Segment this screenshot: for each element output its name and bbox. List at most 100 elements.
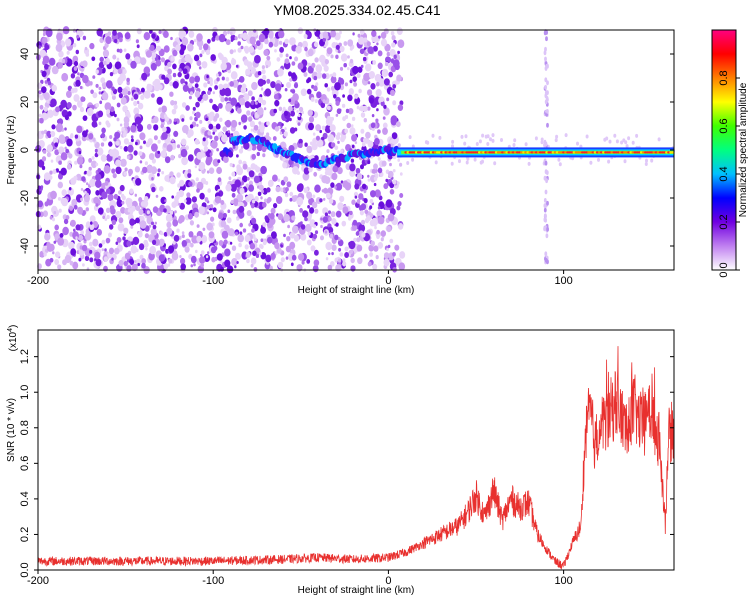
spectrogram-noise-dot [361, 232, 366, 238]
spectrogram-noise-dot [392, 84, 397, 89]
spectrogram-band-dot [589, 151, 593, 154]
spectrogram-noise-dot [274, 99, 280, 107]
spectrogram-noise-dot [212, 131, 215, 135]
spectrogram-noise-dot [149, 29, 153, 34]
spectrogram-noise-dot [199, 240, 203, 245]
spectrogram-noise-dot [246, 177, 250, 181]
spectrogram-noise-dot [342, 94, 345, 98]
snr-y-tick-label: 0.8 [19, 420, 31, 435]
spectrogram-noise-dot [150, 166, 157, 175]
spectrogram-noise-dot [399, 251, 406, 259]
spectrogram-noise-dot [273, 203, 278, 209]
spectrogram-noise-dot [323, 187, 328, 194]
spectrogram-noise-dot [356, 244, 363, 252]
spectrogram-noise-dot [372, 45, 378, 52]
spectrogram-noise-dot [137, 231, 143, 238]
spectrogram-noise-dot [330, 142, 336, 148]
spectrogram-noise-dot [164, 199, 167, 203]
spectrogram-noise-dot [322, 37, 326, 42]
spectrogram-noise-dot [384, 61, 389, 67]
spectrogram-band-dot [417, 151, 420, 154]
spectrogram-noise-dot [329, 233, 334, 239]
spectrogram-noise-dot [377, 62, 383, 70]
spectrogram-stripe-dot [546, 226, 549, 232]
spectrogram-noise-dot [49, 170, 53, 175]
spectrogram-noise-dot [291, 215, 296, 221]
spectrogram-band-dot [536, 151, 540, 154]
spectrogram-noise-dot [371, 217, 378, 227]
spectrogram-noise-dot [122, 105, 128, 113]
spectrogram-noise-dot [393, 54, 397, 59]
spectrogram-noise-dot [283, 176, 289, 183]
spectrogram-noise-dot [291, 72, 297, 79]
spectrogram-noise-dot [342, 261, 347, 267]
spectrogram-band-dot [467, 151, 471, 154]
snr-panel: -200 -100 0 100 0.00.20.40.60.81.01.2 Heigh… [6, 325, 675, 596]
spectrogram-noise-dot [392, 179, 397, 185]
spectrogram-noise-dot [145, 247, 148, 251]
spectrogram-noise-dot [303, 72, 308, 77]
spectrogram-noise-dot [258, 251, 262, 256]
spectrogram-noise-dot [185, 197, 192, 205]
spectrogram-noise-dot [286, 236, 291, 242]
spectrogram-noise-dot [377, 50, 383, 57]
spectrogram-noise-dot [273, 108, 278, 114]
spectrogram-noise-dot [208, 114, 214, 122]
spectrogram-noise-dot [164, 156, 171, 164]
snr-background [38, 330, 674, 570]
spectrogram-noise-dot [289, 97, 296, 105]
spectrogram-noise-dot [124, 167, 128, 172]
spectrogram-band-dot [587, 151, 591, 154]
spectrogram-noise-dot [297, 113, 301, 118]
colorbar: 0.00.20.40.60.8 Normalized spectral ampl… [711, 29, 749, 278]
spectrogram-noise-dot [262, 74, 267, 80]
spectrogram-noise-dot [148, 173, 155, 182]
spectrogram-noise-dot [169, 91, 174, 97]
spectrogram-noise-dot [347, 55, 350, 59]
spectrogram-noise-dot [80, 66, 85, 72]
spectrogram-noise-dot [269, 265, 273, 271]
spectrogram-noise-dot [78, 234, 84, 241]
spectrogram-band-dot [656, 151, 660, 154]
spectrogram-noise-dot [334, 82, 341, 91]
spectrogram-noise-dot [320, 217, 323, 221]
spectrogram-noise-dot [241, 83, 247, 90]
spectrogram-noise-dot [143, 90, 151, 99]
spectrogram-noise-dot [196, 33, 203, 42]
spectrogram-noise-dot [210, 246, 217, 254]
spectrogram-noise-dot [143, 239, 148, 246]
spectrogram-noise-dot [289, 191, 294, 197]
spectrogram-noise-dot [130, 60, 137, 69]
spectrogram-noise-dot [380, 38, 388, 47]
spectrogram-noise-dot [255, 101, 258, 105]
spectrogram-noise-dot [258, 184, 264, 191]
spectrogram-noise-dot [135, 39, 139, 44]
spectrogram-noise-dot [157, 172, 160, 177]
spectrogram-noise-dot [289, 197, 293, 202]
spectrogram-noise-dot [341, 220, 347, 227]
spectrogram-noise-dot [313, 171, 318, 177]
spectrogram-noise-dot [330, 182, 335, 188]
spectrogram-noise-dot [187, 172, 192, 178]
spectrogram-noise-dot [631, 140, 635, 145]
spectrogram-noise-dot [557, 157, 561, 162]
spectrogram-noise-dot [218, 240, 224, 246]
spectrogram-noise-dot [130, 97, 134, 101]
spectrogram-noise-dot [157, 168, 161, 173]
spectrogram-noise-dot [230, 119, 238, 128]
spectrogram-noise-dot [460, 134, 464, 139]
spectrogram-noise-dot [383, 78, 390, 86]
spectrogram-noise-dot [367, 46, 374, 54]
spectrogram-noise-dot [382, 127, 388, 135]
spectrogram-noise-dot [334, 145, 339, 150]
spectrogram-noise-dot [131, 263, 138, 272]
spectrogram-noise-dot [258, 33, 266, 43]
spectrogram-band-dot [534, 151, 538, 154]
spectrogram-noise-dot [296, 109, 299, 113]
colorbar-tick-label: 0.0 [718, 262, 730, 277]
spectrogram-noise-dot [380, 97, 384, 103]
spectrogram-noise-dot [64, 254, 72, 264]
spectrogram-noise-dot [104, 96, 108, 101]
spectrogram-noise-dot [279, 46, 284, 53]
